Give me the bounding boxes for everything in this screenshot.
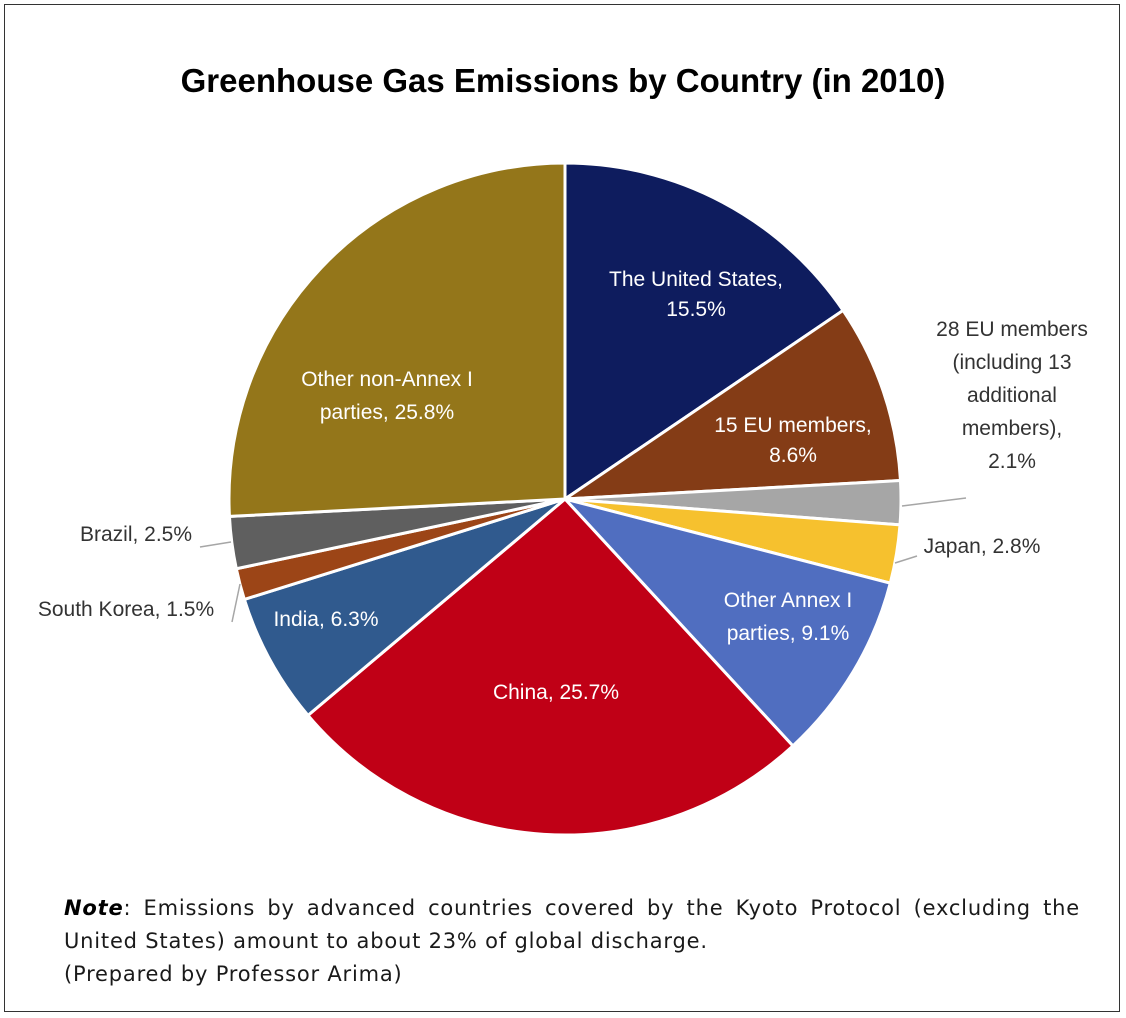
- note-key: Note: [64, 896, 124, 920]
- slice-label: 15 EU members, 8.6%: [714, 414, 872, 467]
- slice-label: Brazil, 2.5%: [80, 523, 192, 546]
- slice-label: India, 6.3%: [273, 608, 378, 631]
- slice-label: Japan, 2.8%: [924, 535, 1041, 558]
- pie-slice: [305, 496, 795, 837]
- pie-slice: [227, 161, 567, 519]
- chart-note: Note: Emissions by advanced countries co…: [64, 892, 1080, 958]
- leader-line: [901, 497, 967, 507]
- slice-label: South Korea, 1.5%: [38, 598, 214, 621]
- pie-slice: [560, 496, 893, 749]
- leader-line: [894, 555, 918, 564]
- chart-title: Greenhouse Gas Emissions by Country (in …: [180, 62, 946, 99]
- pie-slice: [563, 161, 846, 502]
- leader-line: [199, 541, 232, 548]
- pie-slice: [242, 497, 566, 718]
- chart-credit: (Prepared by Professor Arima): [64, 962, 403, 986]
- slice-label: 28 EU members (including 13 additional memb…: [936, 318, 1088, 473]
- note-text: : Emissions by advanced countries covere…: [64, 896, 1080, 953]
- leader-line: [231, 583, 241, 623]
- pie-slice: [559, 308, 903, 501]
- slice-label: China, 25.7%: [493, 681, 619, 704]
- slice-label: The United States, 15.5%: [609, 268, 783, 321]
